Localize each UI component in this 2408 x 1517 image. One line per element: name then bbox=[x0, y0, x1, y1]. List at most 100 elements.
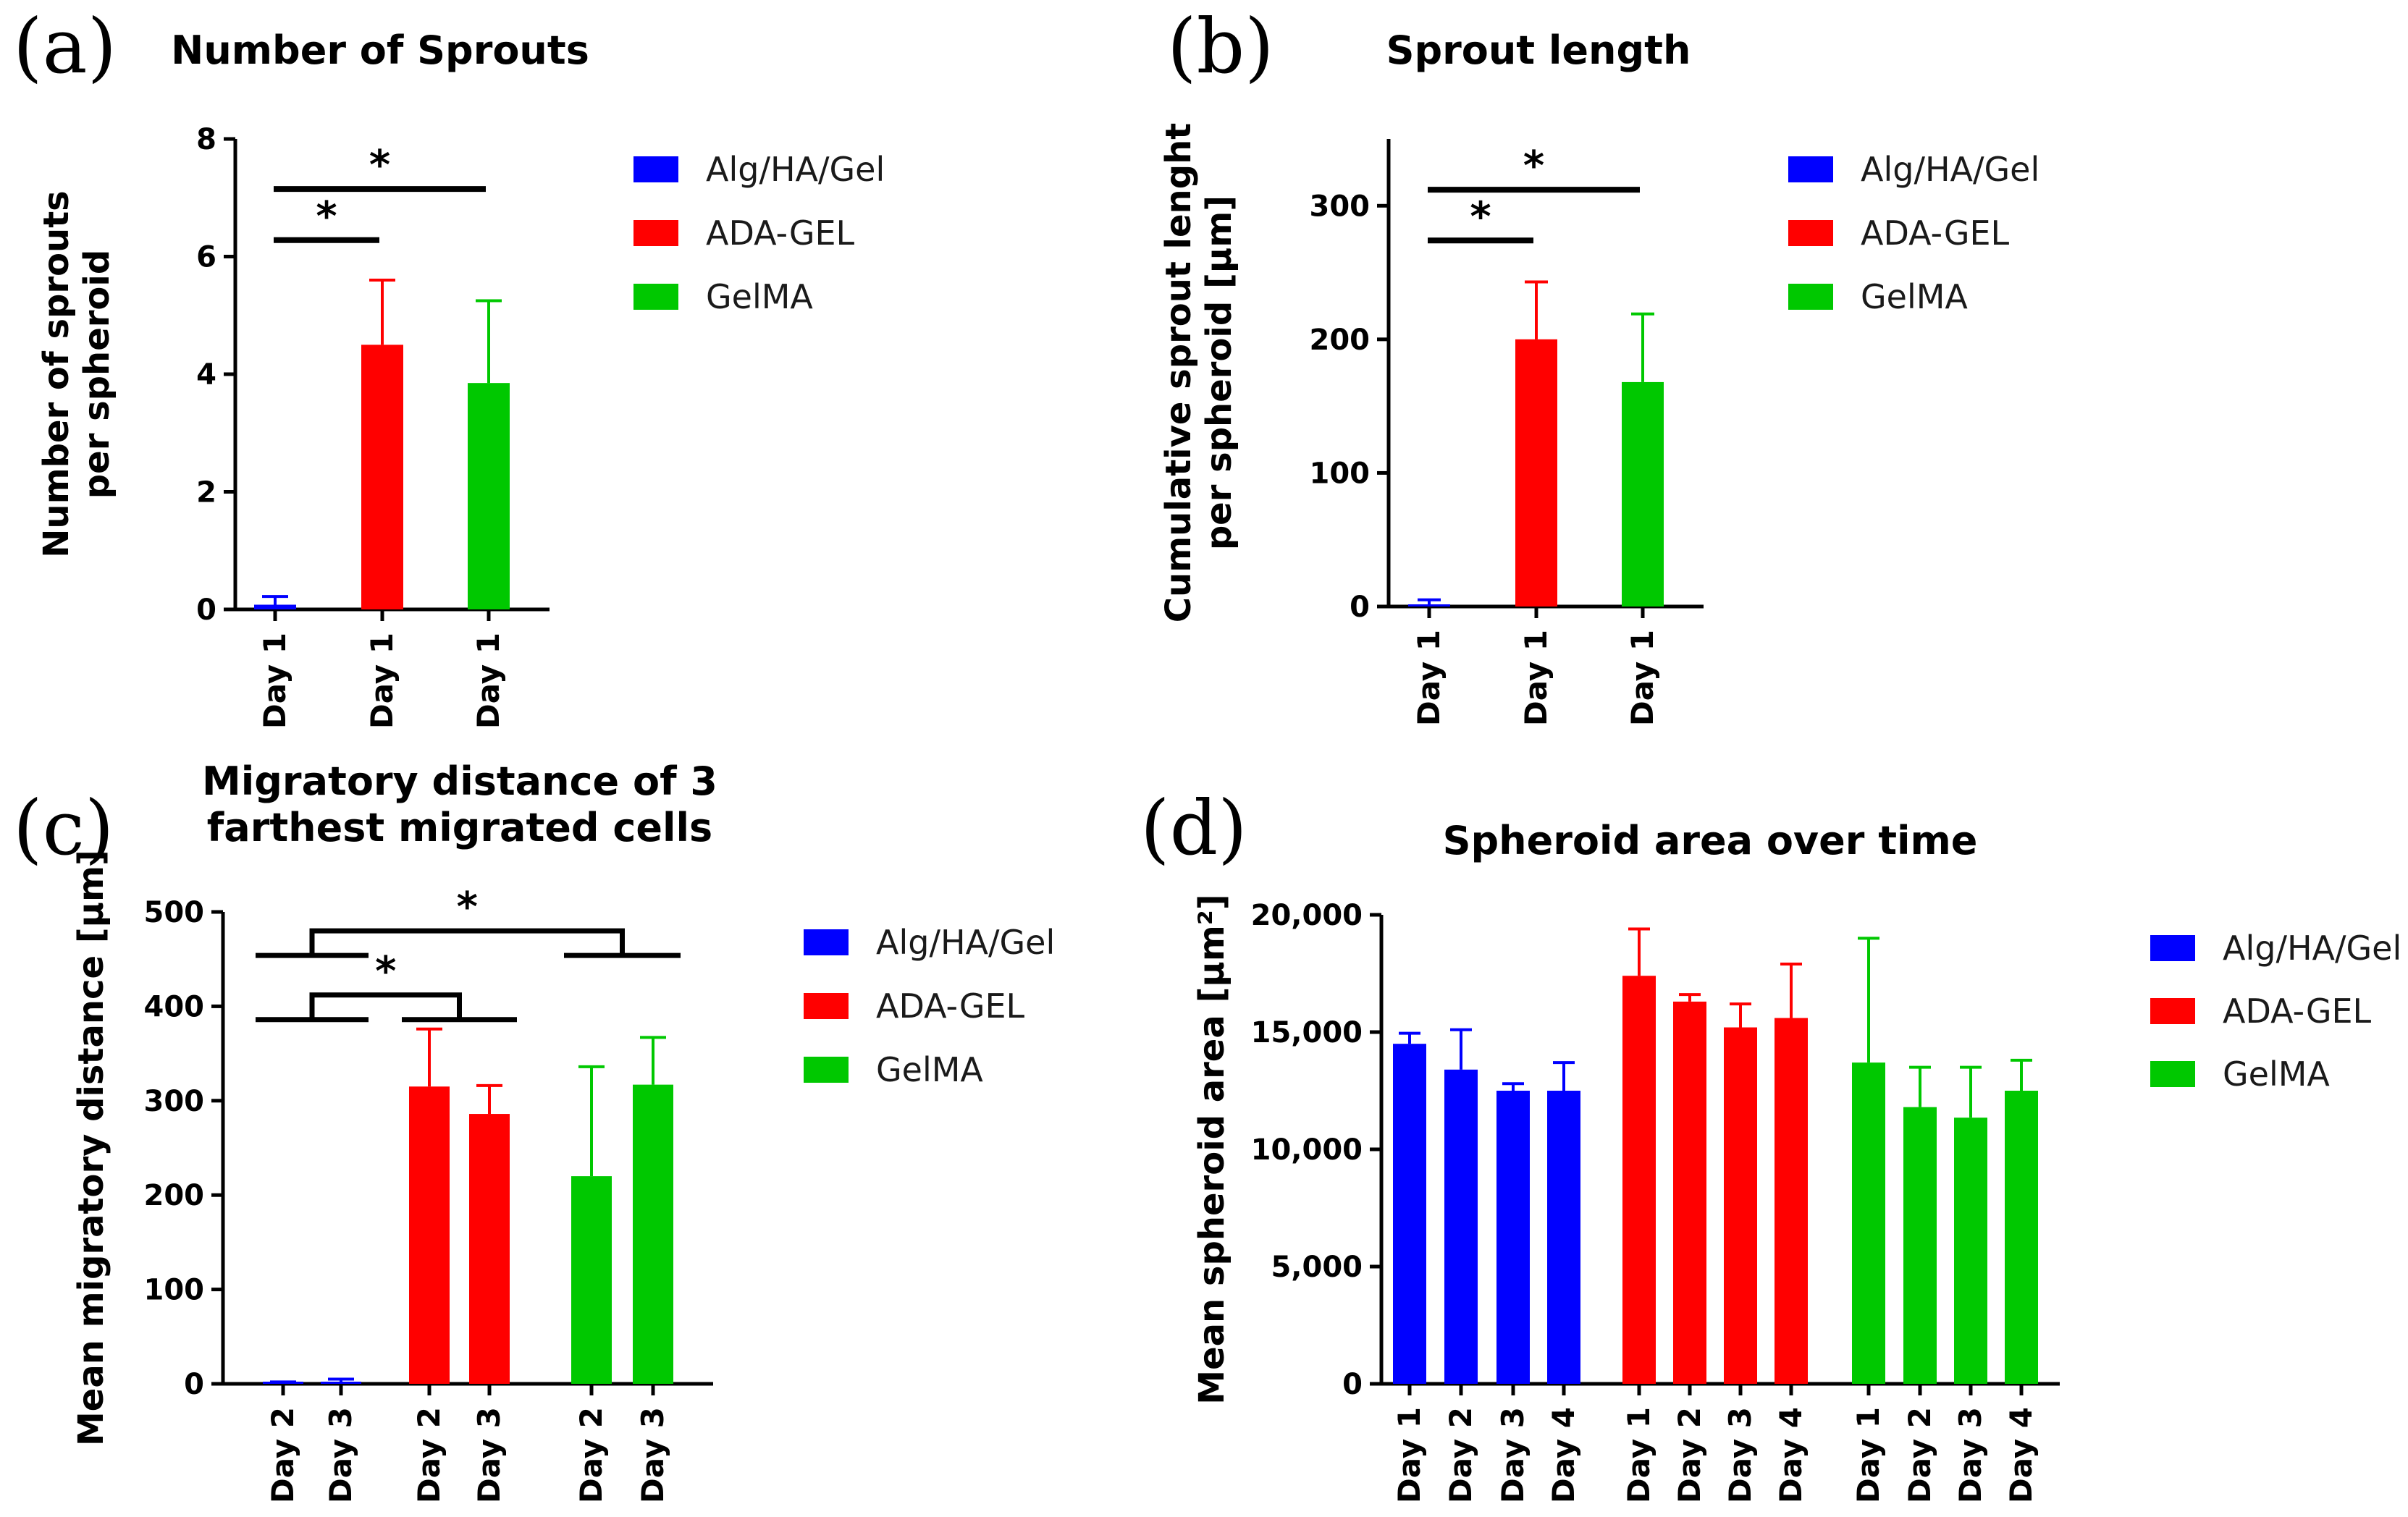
legend-label: Alg/HA/Gel bbox=[2223, 929, 2401, 968]
y-tick-label: 0 bbox=[1350, 591, 1370, 624]
bar-ada-gel-1 bbox=[409, 1086, 450, 1384]
bar-gelma-1 bbox=[571, 1176, 612, 1384]
legend-swatch bbox=[2150, 998, 2195, 1024]
significance-star: * bbox=[316, 193, 337, 240]
x-tick-label: Day 1 bbox=[1621, 1407, 1656, 1503]
legend-label: GelMA bbox=[876, 1050, 983, 1089]
chart-title: Number of Sprouts bbox=[171, 28, 589, 73]
legend-label: ADA-GEL bbox=[876, 986, 1025, 1026]
y-tick-label: 15,000 bbox=[1251, 1016, 1363, 1049]
legend-swatch bbox=[633, 220, 678, 246]
bar-alg-ha-gel-4 bbox=[1547, 1091, 1580, 1384]
legend-swatch bbox=[633, 284, 678, 310]
x-tick-label: Day 4 bbox=[1773, 1407, 1809, 1503]
chart-title: Migratory distance of 3 bbox=[202, 758, 717, 804]
legend-swatch bbox=[1788, 156, 1833, 182]
y-tick-label: 2 bbox=[196, 476, 216, 510]
y-tick-label: 5,000 bbox=[1271, 1251, 1363, 1284]
panel-label: (a) bbox=[13, 2, 117, 90]
x-tick-label: Day 2 bbox=[573, 1407, 609, 1503]
x-tick-label: Day 2 bbox=[1672, 1407, 1707, 1503]
legend-swatch bbox=[804, 929, 849, 955]
x-tick-label: Day 4 bbox=[2003, 1407, 2039, 1503]
bar-gelma-1 bbox=[1852, 1062, 1885, 1384]
bar-gelma-1 bbox=[1622, 381, 1664, 607]
chart-panel-4: (d) Spheroid area over time Mean spheroid … bbox=[1140, 784, 2401, 1503]
x-tick-label: Day 3 bbox=[1953, 1407, 1988, 1503]
bar-alg-ha-gel-2 bbox=[321, 1382, 361, 1384]
bar-gelma-3 bbox=[1954, 1117, 1987, 1384]
y-tick-label: 300 bbox=[1310, 190, 1371, 223]
y-tick-label: 8 bbox=[196, 123, 216, 156]
bar-alg-ha-gel-1 bbox=[1393, 1044, 1426, 1384]
y-axis-label: Cumulative sprout lenght bbox=[1158, 123, 1199, 622]
x-tick-label: Day 3 bbox=[1495, 1407, 1531, 1503]
legend-swatch bbox=[633, 156, 678, 182]
bar-gelma-4 bbox=[2005, 1091, 2038, 1384]
y-tick-label: 6 bbox=[196, 241, 216, 274]
x-tick-label: Day 1 bbox=[1392, 1407, 1427, 1503]
panel-label: (b) bbox=[1167, 2, 1274, 90]
significance-bracket bbox=[309, 992, 462, 1020]
x-tick-label: Day 1 bbox=[364, 633, 400, 729]
bar-gelma-2 bbox=[633, 1084, 673, 1384]
significance-star: * bbox=[457, 884, 478, 931]
legend-label: ADA-GEL bbox=[1861, 214, 2010, 253]
bar-ada-gel-4 bbox=[1775, 1018, 1808, 1384]
x-tick-label: Day 1 bbox=[1625, 630, 1660, 726]
y-axis-label: Mean migratory distance [µm] bbox=[71, 850, 111, 1446]
bar-alg-ha-gel-1 bbox=[254, 604, 296, 609]
chart-panel-1: (a) Number of Sprouts Number of sprouts per… bbox=[13, 2, 885, 729]
y-tick-label: 0 bbox=[196, 593, 216, 627]
chart-panel-2: (b) Sprout length Cumulative sprout lenght… bbox=[1158, 2, 2039, 726]
x-tick-label: Day 4 bbox=[1546, 1407, 1581, 1503]
y-tick-label: 400 bbox=[144, 990, 205, 1023]
bar-ada-gel-1 bbox=[361, 345, 403, 609]
x-tick-label: Day 1 bbox=[1851, 1407, 1886, 1503]
legend-swatch bbox=[804, 993, 849, 1019]
x-tick-label: Day 2 bbox=[1902, 1407, 1937, 1503]
significance-star: * bbox=[369, 142, 390, 189]
chart-title: farthest migrated cells bbox=[207, 805, 712, 850]
significance-star: * bbox=[1523, 143, 1544, 190]
legend-swatch bbox=[2150, 1061, 2195, 1087]
legend-label: Alg/HA/Gel bbox=[706, 150, 885, 189]
y-tick-label: 200 bbox=[144, 1179, 205, 1212]
legend-label: GelMA bbox=[1861, 277, 1968, 316]
bar-alg-ha-gel-3 bbox=[1496, 1091, 1530, 1384]
panel-label: (d) bbox=[1140, 784, 1247, 872]
x-tick-label: Day 3 bbox=[323, 1407, 358, 1503]
x-tick-label: Day 1 bbox=[471, 633, 506, 729]
x-tick-label: Day 1 bbox=[1518, 630, 1554, 726]
legend-label: GelMA bbox=[706, 277, 813, 316]
bar-ada-gel-2 bbox=[1673, 1001, 1706, 1384]
panel-label: (c) bbox=[13, 784, 114, 872]
y-tick-label: 100 bbox=[1310, 457, 1371, 490]
bar-alg-ha-gel-1 bbox=[1408, 604, 1450, 607]
y-tick-label: 20,000 bbox=[1251, 899, 1363, 932]
x-tick-label: Day 3 bbox=[471, 1407, 507, 1503]
legend-label: Alg/HA/Gel bbox=[876, 923, 1055, 962]
x-tick-label: Day 3 bbox=[635, 1407, 670, 1503]
bar-ada-gel-1 bbox=[1515, 339, 1557, 607]
x-tick-label: Day 2 bbox=[411, 1407, 447, 1503]
bar-gelma-1 bbox=[468, 383, 510, 609]
y-tick-label: 300 bbox=[144, 1085, 205, 1118]
x-tick-label: Day 3 bbox=[1722, 1407, 1758, 1503]
y-axis-label: Mean spheroid area [µm²] bbox=[1192, 894, 1232, 1404]
y-tick-label: 4 bbox=[196, 358, 216, 392]
y-axis-label: per spheroid bbox=[77, 250, 117, 499]
legend-label: ADA-GEL bbox=[706, 214, 855, 253]
legend-label: ADA-GEL bbox=[2223, 992, 2372, 1031]
x-tick-label: Day 2 bbox=[265, 1407, 300, 1503]
x-tick-label: Day 2 bbox=[1443, 1407, 1478, 1503]
y-tick-label: 0 bbox=[1342, 1368, 1363, 1401]
x-tick-label: Day 1 bbox=[257, 633, 292, 729]
y-axis-label: per spheroid [µm] bbox=[1199, 195, 1239, 550]
legend-swatch bbox=[1788, 284, 1833, 310]
legend-swatch bbox=[1788, 220, 1833, 246]
y-tick-label: 200 bbox=[1310, 324, 1371, 357]
significance-bracket bbox=[309, 928, 625, 956]
